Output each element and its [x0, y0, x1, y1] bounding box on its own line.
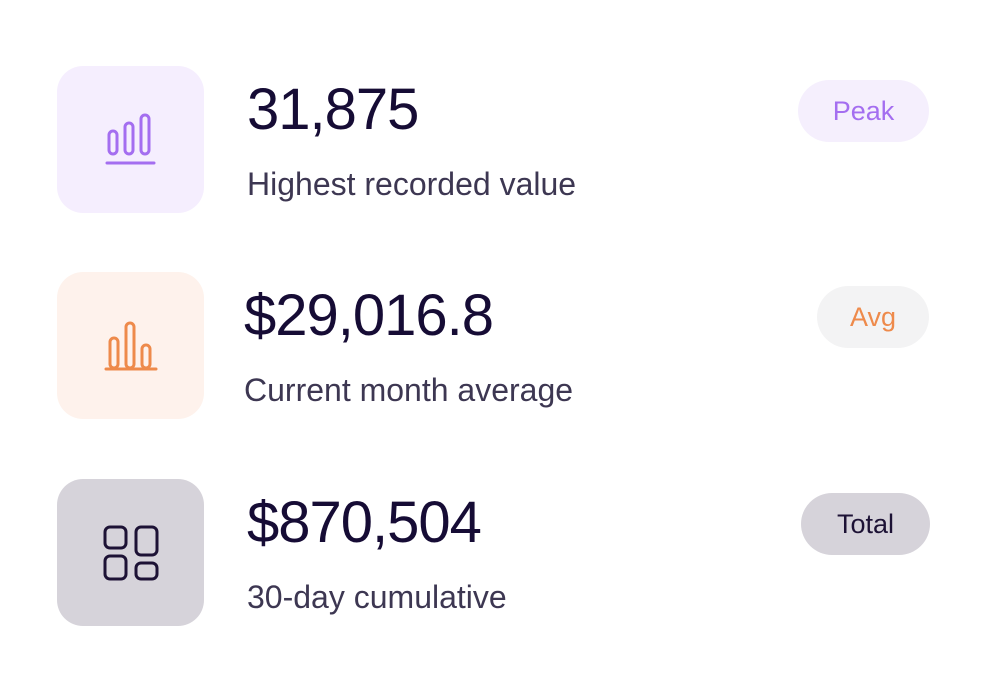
stat-value: $870,504 [247, 490, 482, 555]
stat-card-peak: 31,875 Highest recorded value Peak [0, 66, 984, 214]
stat-icon-tile [57, 66, 204, 213]
bar-chart-underline-icon [105, 113, 155, 164]
bar-chart-icon [104, 321, 157, 370]
badge-avg: Avg [817, 286, 929, 348]
stat-value: 31,875 [247, 77, 419, 142]
stat-card-total: $870,504 30-day cumulative Total [0, 479, 984, 627]
stat-card-avg: $29,016.8 Current month average Avg [0, 272, 984, 420]
stat-icon-tile [57, 479, 204, 626]
stat-label: Current month average [244, 372, 574, 408]
dashboard-grid-icon [103, 525, 158, 580]
stat-label: 30-day cumulative [247, 579, 507, 615]
stat-label: Highest recorded value [247, 166, 577, 202]
stat-icon-tile [57, 272, 204, 419]
stat-value: $29,016.8 [244, 283, 494, 348]
badge-peak: Peak [798, 80, 929, 142]
badge-total: Total [801, 493, 930, 555]
